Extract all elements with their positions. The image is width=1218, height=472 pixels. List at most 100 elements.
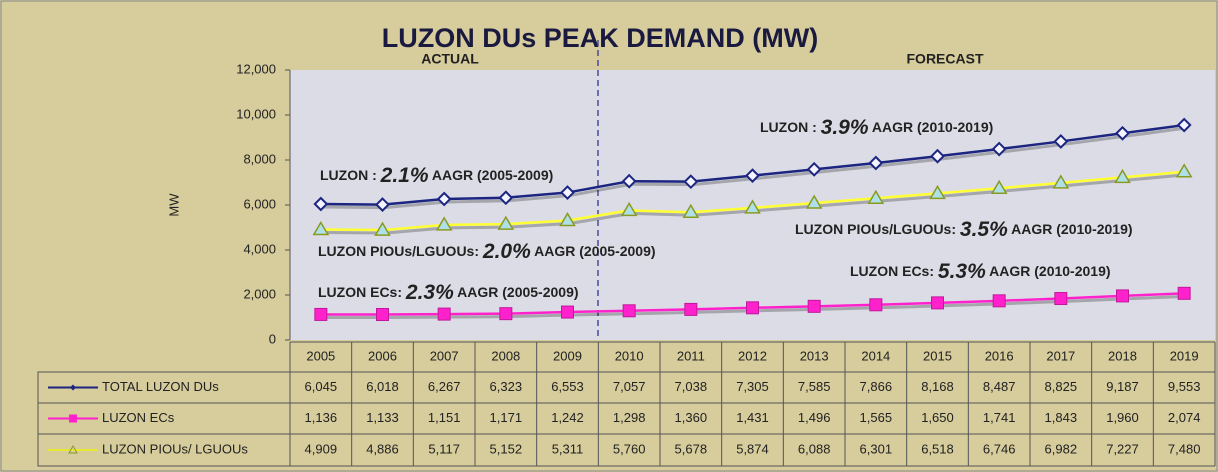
point — [1177, 286, 1191, 300]
point — [312, 221, 330, 236]
point — [745, 168, 760, 184]
table-cell: 6,746 — [983, 441, 1016, 456]
annotation: LUZON PIOUs/LGUOUs: 3.5% AAGR (2010-2019… — [795, 218, 1133, 241]
legend-label: LUZON PIOUs/ LGUOUs — [102, 441, 248, 456]
point — [682, 203, 700, 218]
x-tick-label: 2009 — [553, 348, 582, 363]
annotation-part: AAGR (2005-2009) — [531, 243, 656, 259]
point — [560, 185, 575, 200]
table-cell: 8,487 — [983, 379, 1016, 394]
table-cell: 5,874 — [736, 441, 769, 456]
point — [435, 216, 453, 231]
table-cell: 7,227 — [1106, 441, 1139, 456]
y-tick-label: 4,000 — [243, 241, 276, 256]
x-tick-label: 2005 — [306, 348, 335, 363]
table-cell: 7,585 — [798, 379, 831, 394]
annotation-part: LUZON PIOUs/LGUOUs: — [795, 221, 960, 237]
annotation: LUZON : 3.9% AAGR (2010-2019) — [760, 116, 993, 139]
point — [1176, 117, 1192, 133]
table-cell: 7,057 — [613, 379, 646, 394]
table-cell: 6,982 — [1045, 441, 1078, 456]
table-cell: 6,301 — [860, 441, 893, 456]
point — [561, 305, 574, 319]
annotation: LUZON ECs: 2.3% AAGR (2005-2009) — [318, 281, 579, 304]
table-cell: 6,088 — [798, 441, 831, 456]
table-cell: 1,650 — [921, 410, 954, 425]
annotation-part: 2.0% — [482, 240, 531, 263]
table-cell: 2,074 — [1168, 410, 1201, 425]
y-tick-label: 12,000 — [236, 61, 276, 76]
annotation-part: LUZON ECs: — [850, 263, 938, 279]
point — [498, 190, 514, 206]
table-cell: 4,886 — [366, 441, 399, 456]
table-cell: 9,553 — [1168, 379, 1201, 394]
point — [1054, 292, 1068, 306]
x-tick-label: 2015 — [923, 348, 952, 363]
table-cell: 1,298 — [613, 410, 646, 425]
legend-marker — [70, 384, 76, 391]
table-cell: 4,909 — [305, 441, 338, 456]
y-tick-label: 0 — [269, 331, 276, 346]
annotation-part: 3.9% — [821, 116, 869, 139]
point — [1052, 174, 1070, 189]
point — [620, 201, 638, 217]
table-cell: 7,305 — [736, 379, 769, 394]
x-tick-label: 2006 — [368, 348, 397, 363]
point — [1116, 289, 1129, 303]
x-tick-label: 2019 — [1170, 348, 1199, 363]
point — [869, 298, 883, 312]
table-cell: 5,311 — [552, 441, 584, 456]
table-cell: 5,760 — [613, 441, 646, 456]
annotation-part: 5.3% — [938, 260, 986, 283]
table-cell: 6,518 — [921, 441, 954, 456]
point — [437, 307, 451, 321]
point — [929, 184, 946, 200]
table-cell: 1,242 — [551, 410, 584, 425]
point — [499, 307, 513, 321]
table-cell: 1,151 — [428, 410, 461, 425]
point — [374, 221, 391, 236]
point — [683, 174, 699, 190]
point — [684, 302, 698, 316]
x-tick-label: 2017 — [1046, 348, 1075, 363]
point — [559, 212, 576, 227]
annotation-part: AAGR (2010-2019) — [869, 119, 994, 135]
x-tick-label: 2018 — [1108, 348, 1137, 363]
point — [867, 189, 885, 204]
x-tick-label: 2008 — [491, 348, 520, 363]
annotation-part: AAGR (2010-2019) — [986, 263, 1111, 279]
point — [622, 304, 636, 318]
table-cell: 8,168 — [921, 379, 954, 394]
table-cell: 5,678 — [675, 441, 708, 456]
period-label: ACTUAL — [421, 51, 479, 67]
legend-marker — [69, 414, 77, 423]
table-cell: 5,152 — [490, 441, 523, 456]
x-tick-label: 2012 — [738, 348, 767, 363]
table-cell: 1,565 — [860, 410, 893, 425]
annotation-part: 2.1% — [380, 164, 429, 187]
table-cell: 7,038 — [675, 379, 708, 394]
x-tick-label: 2010 — [615, 348, 644, 363]
point — [806, 161, 822, 177]
point — [807, 299, 821, 313]
x-tick-label: 2014 — [861, 348, 890, 363]
y-tick-label: 8,000 — [243, 151, 276, 166]
annotation-part: 3.5% — [960, 218, 1008, 241]
annotation-part: 2.3% — [405, 281, 454, 304]
x-tick-label: 2007 — [430, 348, 459, 363]
annotation-part: LUZON PIOUs/LGUOUs: — [318, 243, 483, 259]
table-cell: 1,496 — [798, 410, 831, 425]
period-label: FORECAST — [907, 51, 984, 67]
legend-label: TOTAL LUZON DUs — [102, 379, 219, 394]
point — [991, 141, 1007, 157]
table-cell: 1,133 — [366, 410, 399, 425]
annotation-part: AAGR (2010-2019) — [1008, 221, 1133, 237]
annotation: LUZON ECs: 5.3% AAGR (2010-2019) — [850, 260, 1111, 283]
table-cell: 6,018 — [366, 379, 399, 394]
table-cell: 8,825 — [1045, 379, 1078, 394]
table-cell: 6,323 — [490, 379, 523, 394]
table-cell: 1,741 — [983, 410, 1016, 425]
point — [744, 199, 761, 214]
